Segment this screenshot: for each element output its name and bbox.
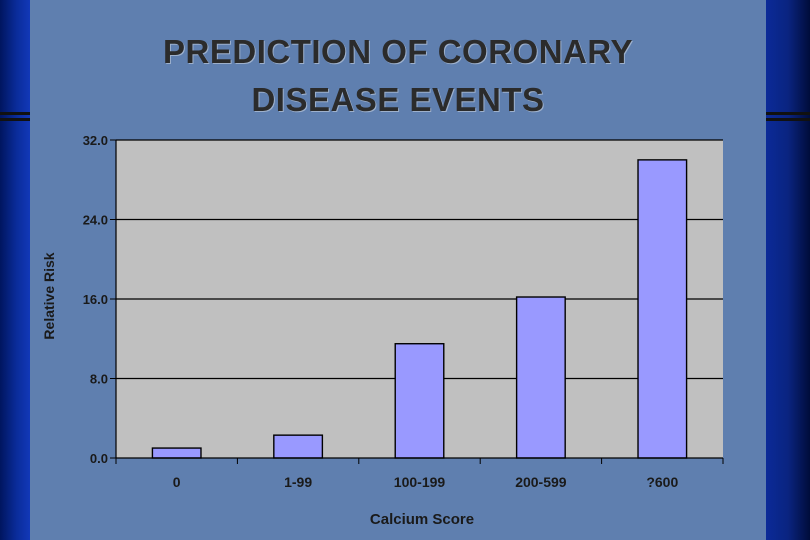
left-frame-bar xyxy=(0,0,30,540)
x-category-label: 0 xyxy=(173,474,181,490)
x-axis-title: Calcium Score xyxy=(370,511,474,528)
slide-panel: PREDICTION OF CORONARY DISEASE EVENTS 0.… xyxy=(30,0,766,540)
y-tick-label: 0.0 xyxy=(90,451,108,466)
left-frame-stripe xyxy=(0,112,30,115)
bar-200-599 xyxy=(515,296,566,459)
relative-risk-bar-chart: 0.0 8.0 16.0 24.0 32.0 0 1-99 100-199 200-599 ?6… xyxy=(41,133,724,528)
y-tick-labels: 0.0 8.0 16.0 24.0 32.0 xyxy=(83,133,108,466)
x-category-labels: 0 1-99 100-199 200-599 ?600 xyxy=(173,474,679,490)
y-tick-label: 8.0 xyxy=(90,372,108,387)
right-frame-bar xyxy=(766,0,810,540)
bar--600 xyxy=(637,159,688,459)
y-axis-title: Relative Risk xyxy=(41,252,57,339)
y-tick-label: 24.0 xyxy=(83,213,108,228)
x-category-label: 200-599 xyxy=(515,474,567,490)
left-frame-stripe xyxy=(0,118,30,121)
bar-1-99 xyxy=(273,434,324,459)
y-tick-label: 16.0 xyxy=(83,292,108,307)
slide-title-line2: DISEASE EVENTS xyxy=(251,81,545,118)
axes xyxy=(115,140,724,464)
right-frame-stripe xyxy=(766,112,810,115)
bar-100-199 xyxy=(394,343,445,459)
x-category-label: ?600 xyxy=(646,474,678,490)
x-category-label: 100-199 xyxy=(394,474,446,490)
x-category-label: 1-99 xyxy=(284,474,312,490)
right-frame-stripe xyxy=(766,118,810,121)
slide-title-line1: PREDICTION OF CORONARY xyxy=(163,33,633,70)
gridlines xyxy=(110,139,723,459)
slide-title: PREDICTION OF CORONARY DISEASE EVENTS xyxy=(30,28,766,124)
y-tick-label: 32.0 xyxy=(83,133,108,148)
bars xyxy=(151,159,688,459)
bar-0 xyxy=(151,447,202,459)
